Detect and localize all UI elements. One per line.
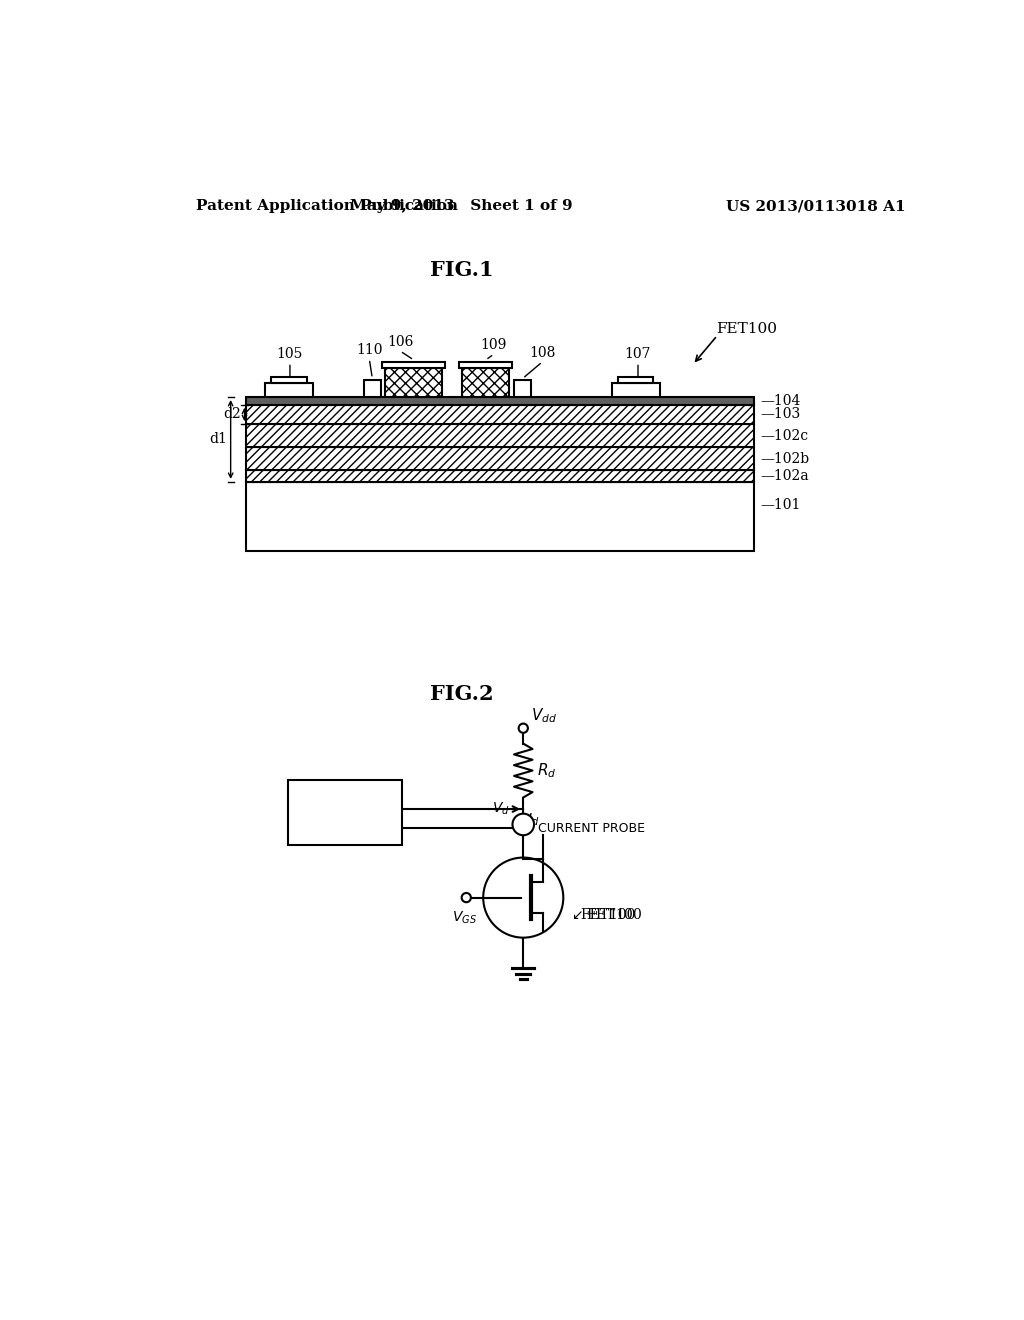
Text: $V_{GS}$: $V_{GS}$ [453, 909, 477, 927]
Text: FIG.2: FIG.2 [430, 684, 494, 704]
Bar [514, 380, 531, 397]
Text: May 9, 2013   Sheet 1 of 9: May 9, 2013 Sheet 1 of 9 [350, 199, 573, 213]
Bar [289, 780, 402, 845]
Text: —101: —101 [761, 498, 801, 512]
Text: FET100: FET100 [716, 322, 777, 337]
Bar [364, 380, 381, 397]
Text: $V_{dd}$: $V_{dd}$ [531, 706, 557, 725]
Bar [271, 378, 307, 383]
Circle shape [512, 813, 535, 836]
Text: 108: 108 [529, 346, 556, 360]
Text: FET100: FET100 [581, 908, 636, 921]
Text: d1: d1 [210, 433, 227, 446]
Bar [246, 470, 755, 482]
Bar [462, 368, 509, 397]
Text: Patent Application Publication: Patent Application Publication [196, 199, 458, 213]
Text: 110: 110 [356, 343, 383, 358]
Circle shape [462, 892, 471, 903]
Bar [265, 383, 313, 397]
Text: CURRENT PROBE: CURRENT PROBE [538, 822, 645, 834]
Text: OSCILLOSCOPE: OSCILLOSCOPE [298, 803, 393, 816]
Text: $R_d$: $R_d$ [538, 762, 556, 780]
Text: $I_d$: $I_d$ [527, 812, 540, 828]
Bar [246, 397, 755, 405]
Bar [617, 378, 653, 383]
Text: 107: 107 [625, 347, 651, 360]
Bar [246, 482, 755, 552]
Text: $\swarrow$FET100: $\swarrow$FET100 [569, 907, 643, 923]
Text: FIG.1: FIG.1 [430, 260, 494, 280]
Bar [246, 405, 755, 424]
Text: —104: —104 [761, 393, 801, 408]
Bar [459, 362, 512, 368]
Circle shape [518, 723, 528, 733]
Bar [385, 368, 442, 397]
Circle shape [483, 858, 563, 937]
Text: —103: —103 [761, 408, 801, 421]
Text: $V_d$: $V_d$ [492, 801, 509, 817]
Text: —102b: —102b [761, 451, 810, 466]
Text: —102a: —102a [761, 469, 809, 483]
Text: US 2013/0113018 A1: US 2013/0113018 A1 [726, 199, 905, 213]
Bar [246, 447, 755, 470]
Text: 106: 106 [387, 335, 414, 350]
Text: d2: d2 [223, 408, 242, 421]
Bar [382, 362, 445, 368]
Text: —102c: —102c [761, 429, 809, 442]
Bar [611, 383, 659, 397]
Text: 109: 109 [481, 338, 507, 352]
Text: 105: 105 [276, 347, 303, 360]
Bar [246, 424, 755, 447]
